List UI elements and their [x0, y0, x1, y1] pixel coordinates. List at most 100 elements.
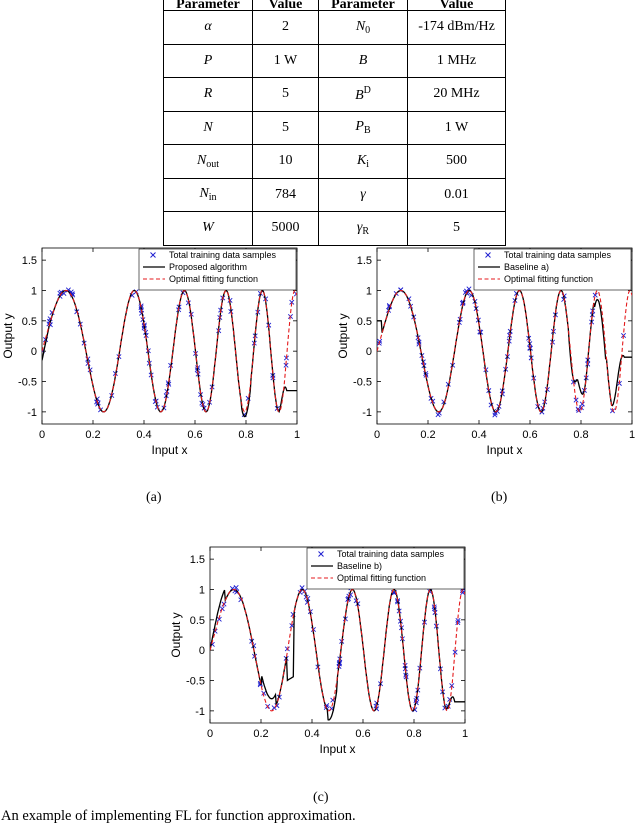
param-value-cell: 1 MHz — [407, 43, 506, 78]
legend-entry: Baseline a) — [504, 262, 549, 272]
legend-entry: Total training data samples — [504, 250, 612, 260]
param-symbol-cell-text: N — [203, 119, 213, 135]
y-tick-label: 1 — [199, 584, 205, 596]
legend-marker-samples — [150, 252, 156, 258]
y-tick-label: -0.5 — [18, 377, 37, 389]
legend-marker-samples — [318, 551, 324, 557]
y-tick-label: 0 — [31, 346, 37, 358]
param-symbol-cell: Nin — [163, 177, 253, 212]
param-symbol-cell-text: R — [203, 86, 213, 102]
y-tick-label: -1 — [362, 407, 372, 419]
sample-point — [455, 618, 461, 624]
param-symbol-cell-text: N — [199, 186, 209, 202]
sample-point — [219, 606, 225, 612]
sample-point — [460, 590, 465, 596]
param-value-cell-text: 5 — [453, 220, 460, 236]
sample-point — [57, 290, 63, 296]
y-axis-label: Output y — [1, 313, 15, 358]
panel-label-a: (a) — [146, 490, 162, 505]
param-symbol-cell: Nout — [163, 144, 253, 179]
sample-point — [592, 292, 598, 298]
param-symbol-cell: α — [163, 10, 253, 45]
param-value-cell: 500 — [407, 144, 506, 179]
x-tick-label: 0.2 — [253, 728, 268, 740]
y-tick-label: -0.5 — [186, 676, 205, 688]
legend-entry: Total training data samples — [337, 549, 445, 559]
sample-point — [261, 690, 267, 696]
table-row: N 5 PB 1 W — [163, 110, 506, 145]
y-tick-label: -1 — [195, 706, 205, 718]
plot-content — [42, 287, 297, 418]
y-axis-label: Output y — [336, 313, 350, 358]
legend-box — [306, 547, 465, 590]
optimal-curve — [42, 289, 297, 413]
header-cell: Parameter — [318, 0, 408, 11]
x-tick-label: 0.8 — [238, 429, 253, 441]
x-tick-label: 0.2 — [420, 429, 435, 441]
parameter-table: Parameter Value Parameter Value α 2 N0 -174… — [163, 0, 506, 246]
legend-entry: Optimal fitting function — [504, 274, 593, 284]
legend-entry: Optimal fitting function — [337, 573, 426, 583]
param-value-cell: 0.01 — [407, 177, 506, 212]
param-symbol-cell: N0 — [318, 10, 408, 45]
y-tick-label: 1.5 — [22, 255, 37, 267]
param-symbol-cell-subscript: 0 — [365, 24, 371, 36]
param-symbol-cell-text: N — [196, 152, 207, 168]
table-row: α 2 N0 -174 dBm/Hz — [163, 10, 506, 45]
panel-label-b: (b) — [491, 490, 508, 505]
plot-content — [377, 286, 632, 418]
param-value-cell: -174 dBm/Hz — [407, 10, 506, 45]
param-symbol-cell: BD — [318, 77, 408, 112]
param-value-cell: 1 W — [407, 110, 506, 145]
param-symbol-cell-text: α — [204, 19, 212, 35]
panel-label-c: (c) — [313, 790, 329, 805]
x-tick-label: 0.6 — [355, 728, 370, 740]
sample-point — [289, 623, 295, 629]
param-value-cell-text: 5 — [282, 119, 289, 135]
y-tick-label: 0 — [199, 645, 205, 657]
y-tick-label: 1.5 — [357, 255, 372, 267]
x-axis-label: Input x — [486, 443, 522, 457]
param-value-cell: 5 — [252, 110, 319, 145]
param-value-cell-text: -174 dBm/Hz — [418, 19, 495, 35]
param-symbol-cell-text: K — [356, 152, 367, 168]
x-tick-label: 0 — [39, 429, 45, 441]
x-tick-label: 0 — [207, 728, 213, 740]
legend-box — [138, 248, 297, 291]
param-value-cell-text: 500 — [446, 153, 467, 169]
header-cell: Parameter — [163, 0, 253, 11]
y-tick-label: 0.5 — [357, 316, 372, 328]
legend-entry: Baseline b) — [337, 561, 382, 571]
param-symbol-cell: P — [163, 43, 253, 78]
param-value-cell-text: 2 — [282, 19, 289, 35]
sample-point — [449, 683, 455, 689]
param-symbol-cell: N — [163, 110, 253, 145]
param-value-cell-text: 0.01 — [444, 186, 469, 202]
param-value-cell-text: 1 MHz — [436, 52, 477, 68]
sample-point — [579, 401, 585, 407]
header-cell: Value — [407, 0, 506, 11]
x-tick-label: 0.6 — [522, 429, 537, 441]
x-tick-label: 0.4 — [304, 728, 319, 740]
param-value-cell-text: 1 W — [444, 119, 469, 135]
y-tick-label: 1.5 — [190, 554, 205, 566]
param-symbol-cell-subscript: i — [366, 158, 370, 170]
sample-point — [283, 362, 289, 368]
param-value-cell: 20 MHz — [407, 77, 506, 112]
table-row: Nin 784 γ 0.01 — [163, 177, 506, 212]
x-tick-label: 0.4 — [136, 429, 151, 441]
legend-entry: Total training data samples — [169, 250, 277, 260]
table-row: W 5000 γR 5 — [163, 211, 506, 246]
x-tick-label: 1 — [462, 728, 468, 740]
table-row: P 1 W B 1 MHz — [163, 43, 506, 78]
optimal-curve — [377, 289, 632, 413]
param-symbol-cell-text: W — [202, 220, 214, 236]
param-symbol-cell: γ — [318, 177, 408, 212]
y-tick-label: 0 — [366, 346, 372, 358]
y-axis-label: Output y — [169, 612, 183, 657]
param-symbol-cell-text: N — [355, 18, 366, 34]
param-symbol-cell: PB — [318, 110, 408, 145]
param-symbol-cell-subscript: B — [363, 125, 371, 137]
